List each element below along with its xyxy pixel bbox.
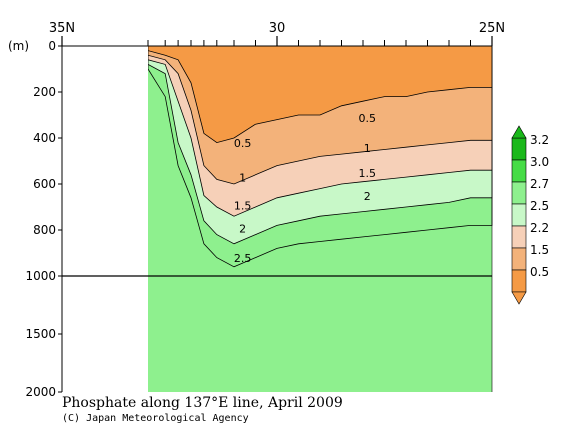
- y-tick-label-7: 2000: [25, 385, 56, 399]
- colorbar-segment-6: [511, 269, 527, 293]
- colorbar-label-0: 3.2: [530, 133, 549, 147]
- colorbar-label-6: 0.5: [530, 265, 549, 279]
- y-tick-label-6: 1500: [25, 327, 56, 341]
- y-tick-label-1: 200: [33, 85, 56, 99]
- contour-label-4: 2.5: [234, 252, 252, 265]
- band-0.5: [147, 45, 493, 144]
- contour-label-7: 1.5: [359, 167, 377, 180]
- colorbar-bottom-arrow: [511, 291, 527, 305]
- colorbar: 3.2 3.0 2.7 2.5 2.2 1.5 0.5: [511, 125, 549, 305]
- concentration-bands: [62, 45, 493, 392]
- colorbar-segment-1: [511, 159, 527, 183]
- colorbar-segment-0: [511, 137, 527, 161]
- copyright-credit: (C) Japan Meteorological Agency: [62, 413, 249, 424]
- colorbar-top-arrow: [511, 125, 527, 139]
- axes: 35N 30 25N 0 200 400 600 800 1000 1500 2000 (m): [8, 21, 505, 399]
- colorbar-segment-2: [511, 181, 527, 205]
- y-tick-label-3: 600: [33, 177, 56, 191]
- y-axis-unit: (m): [8, 39, 29, 53]
- contour-label-3: 2: [239, 222, 246, 235]
- contour-label-5: 0.5: [359, 112, 377, 125]
- x-tick-label-0: 35N: [49, 21, 75, 36]
- x-tick-label-2: 25N: [479, 21, 505, 36]
- y-tick-label-5: 1000: [25, 269, 56, 283]
- colorbar-segment-5: [511, 247, 527, 271]
- y-tick-label-0: 0: [48, 39, 56, 53]
- colorbar-segment-3: [511, 203, 527, 227]
- colorbar-label-3: 2.5: [530, 199, 549, 213]
- contour-label-1: 1: [239, 172, 246, 185]
- contour-label-8: 2: [364, 190, 371, 203]
- land-mask: [62, 46, 148, 392]
- contour-label-0: 0.5: [234, 137, 252, 150]
- contour-labels: 0.5 1 1.5 2 2.5 0.5 1 1.5 2: [234, 112, 376, 265]
- y-tick-label-4: 800: [33, 223, 56, 237]
- colorbar-label-5: 1.5: [530, 243, 549, 257]
- x-tick-label-1: 30: [269, 21, 286, 36]
- colorbar-label-1: 3.0: [530, 155, 549, 169]
- contour-label-2: 1.5: [234, 199, 252, 212]
- chart-caption: Phosphate along 137°E line, April 2009: [62, 395, 343, 411]
- colorbar-segment-4: [511, 225, 527, 249]
- colorbar-label-2: 2.7: [530, 177, 549, 191]
- y-tick-label-2: 400: [33, 131, 56, 145]
- contour-label-6: 1: [364, 142, 371, 155]
- colorbar-label-4: 2.2: [530, 221, 549, 235]
